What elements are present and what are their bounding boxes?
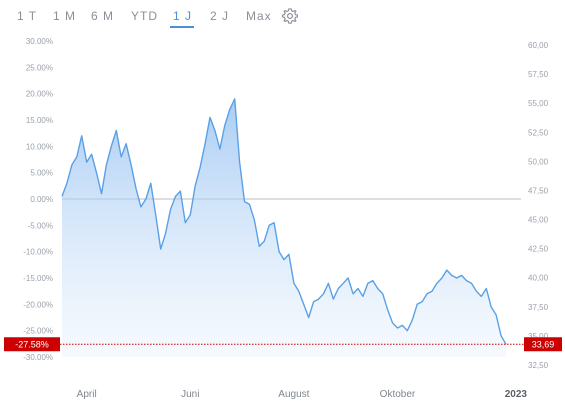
y-tick-label-right: 52,50 [528, 128, 549, 137]
y-tick-label-left: -5.00% [28, 221, 53, 230]
y-tick-label-left: 30.00% [26, 37, 53, 46]
y-tick-label-right: 50,00 [528, 157, 549, 166]
y-tick-label-right: 40,00 [528, 274, 549, 283]
y-tick-label-left: 20.00% [26, 90, 53, 99]
change-flag-label: -27.58% [15, 339, 49, 349]
series-area [62, 98, 506, 358]
gear-icon[interactable] [281, 7, 299, 25]
tab-max[interactable]: Max [246, 9, 272, 23]
y-tick-label-right: 55,00 [528, 99, 549, 108]
y-tick-label-right: 37,50 [528, 303, 549, 312]
y-tick-label-right: 42,50 [528, 245, 549, 254]
x-tick-label: 2023 [505, 389, 528, 400]
tab-2-years[interactable]: 2 J [210, 9, 230, 23]
x-tick-label: Juni [181, 389, 199, 400]
change-flag [4, 337, 60, 352]
y-tick-label-left: 5.00% [30, 169, 53, 178]
tab-1-year[interactable]: 1 J [173, 9, 193, 23]
y-tick-label-left: 10.00% [26, 142, 53, 151]
series-line [61, 98, 507, 345]
tab-6-months[interactable]: 6 M [91, 9, 115, 23]
tab-ytd[interactable]: YTD [131, 9, 158, 23]
y-tick-label-left: -20.00% [23, 300, 53, 309]
active-tab-indicator [170, 26, 194, 28]
y-tick-label-right: 32,50 [528, 361, 549, 370]
y-tick-label-left: 0.00% [30, 195, 53, 204]
y-tick-label-left: -15.00% [23, 274, 53, 283]
tab-1-day[interactable]: 1 T [17, 9, 38, 23]
y-tick-label-left: 25.00% [26, 63, 53, 72]
y-tick-label-left: -25.00% [23, 327, 53, 336]
range-selector: 1 T 1 M 6 M YTD 1 J 2 J Max [0, 0, 565, 34]
y-tick-label-right: 45,00 [528, 216, 549, 225]
x-tick-label: April [77, 389, 97, 400]
y-tick-label-right: 60,00 [528, 41, 549, 50]
tab-1-month[interactable]: 1 M [53, 9, 77, 23]
y-tick-label-left: -30.00% [23, 353, 53, 362]
y-tick-label-left: -10.00% [23, 248, 53, 257]
y-tick-label-left: 15.00% [26, 116, 53, 125]
y-tick-label-right: 47,50 [528, 186, 549, 195]
price-flag [524, 337, 562, 352]
x-tick-label: Oktober [380, 389, 416, 400]
price-flag-label: 33,69 [532, 339, 555, 349]
y-tick-label-right: 57,50 [528, 70, 549, 79]
y-tick-label-right: 35,00 [528, 332, 549, 341]
x-tick-label: August [278, 389, 309, 400]
